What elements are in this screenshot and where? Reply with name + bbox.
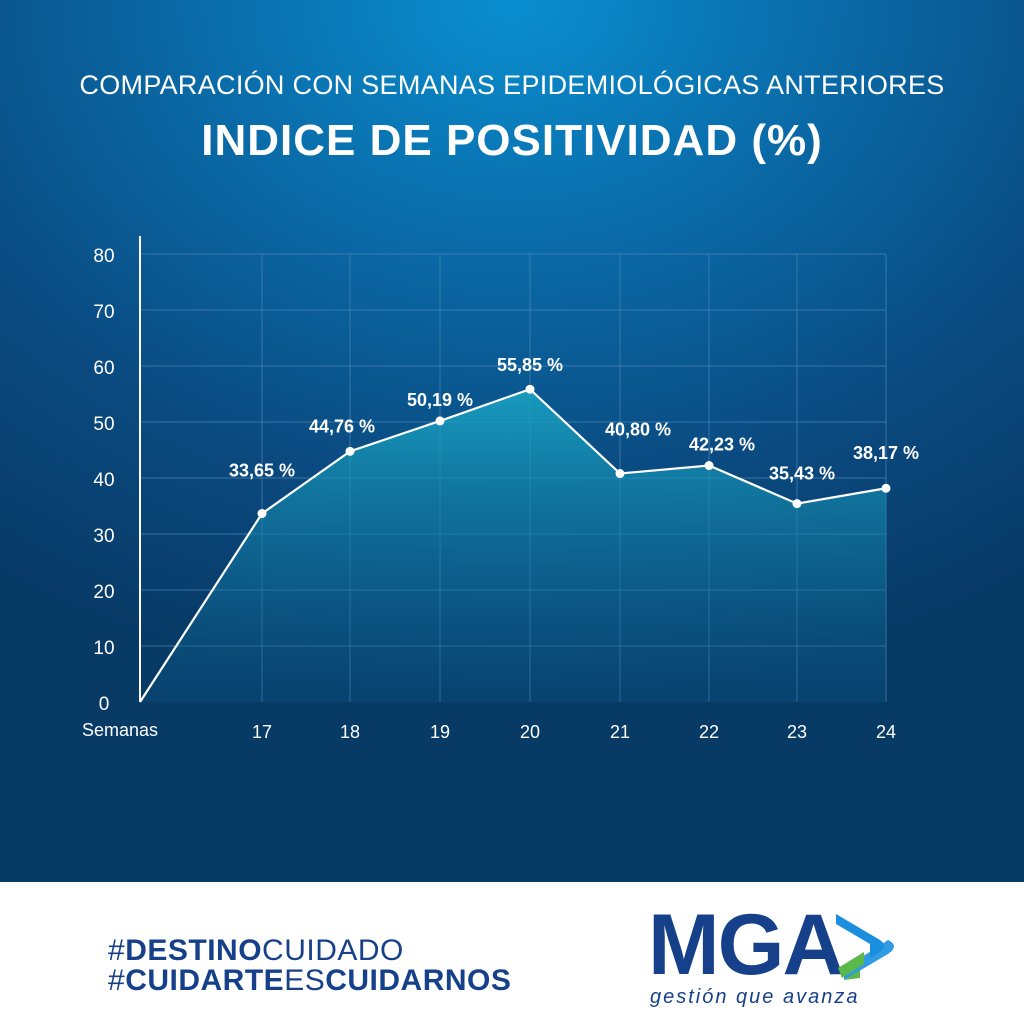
data-point <box>792 499 802 509</box>
mga-logo: MGA gestión que avanza <box>648 902 918 1012</box>
y-tick-label: 80 <box>93 246 114 267</box>
logo-text: MGA <box>648 897 845 993</box>
x-tick-label: 18 <box>340 722 360 742</box>
chart-subtitle: COMPARACIÓN CON SEMANAS EPIDEMIOLÓGICAS … <box>79 70 945 100</box>
data-label: 38,17 % <box>853 443 919 463</box>
x-tick-label: 24 <box>876 722 896 742</box>
data-point <box>525 384 535 394</box>
data-label: 42,23 % <box>689 435 755 455</box>
x-tick-label: 23 <box>787 722 807 742</box>
x-tick-label: 19 <box>430 722 450 742</box>
y-tick-label: 20 <box>93 582 114 603</box>
data-label: 40,80 % <box>605 420 671 440</box>
chart-title: INDICE DE POSITIVIDAD (%) <box>201 116 823 165</box>
data-point <box>881 483 891 493</box>
x-tick-label: 21 <box>610 722 630 742</box>
y-tick-label: 30 <box>93 526 114 547</box>
y-tick-label: 70 <box>93 302 114 323</box>
data-point <box>257 509 267 519</box>
data-label: 44,76 % <box>309 416 375 436</box>
data-point <box>704 461 714 471</box>
logo-slogan: gestión que avanza <box>650 986 860 1008</box>
area-fill <box>140 389 886 702</box>
data-label: 35,43 % <box>769 464 835 484</box>
x-tick-label: 22 <box>699 722 719 742</box>
x-tick-label: 20 <box>520 722 540 742</box>
y-tick-label: 50 <box>93 414 114 435</box>
data-label: 50,19 % <box>407 390 473 410</box>
y-tick-label: 40 <box>93 470 114 491</box>
data-label: 55,85 % <box>497 355 563 375</box>
y-tick-label: 0 <box>99 694 110 715</box>
footer-panel <box>0 882 1024 1024</box>
logo-arrow-icon <box>836 914 894 980</box>
hashtag-destino-cuidado: #DESTINOCUIDADO <box>108 934 404 967</box>
data-point <box>615 469 625 479</box>
hashtag-cuidarte-es-cuidarnos: #CUIDARTEESCUIDARNOS <box>108 964 512 997</box>
y-tick-label: 60 <box>93 358 114 379</box>
y-tick-label: 10 <box>93 638 114 659</box>
data-point <box>435 416 445 426</box>
x-axis-label: Semanas <box>82 720 158 740</box>
x-tick-label: 17 <box>252 722 272 742</box>
positivity-chart: 0 10 20 30 40 50 60 70 80 17 18 19 20 21 22 23 24 Semanas… <box>82 246 919 742</box>
data-point <box>345 446 355 456</box>
data-label: 33,65 % <box>229 461 295 481</box>
chart-panel: COMPARACIÓN CON SEMANAS EPIDEMIOLÓGICAS … <box>0 0 1024 882</box>
